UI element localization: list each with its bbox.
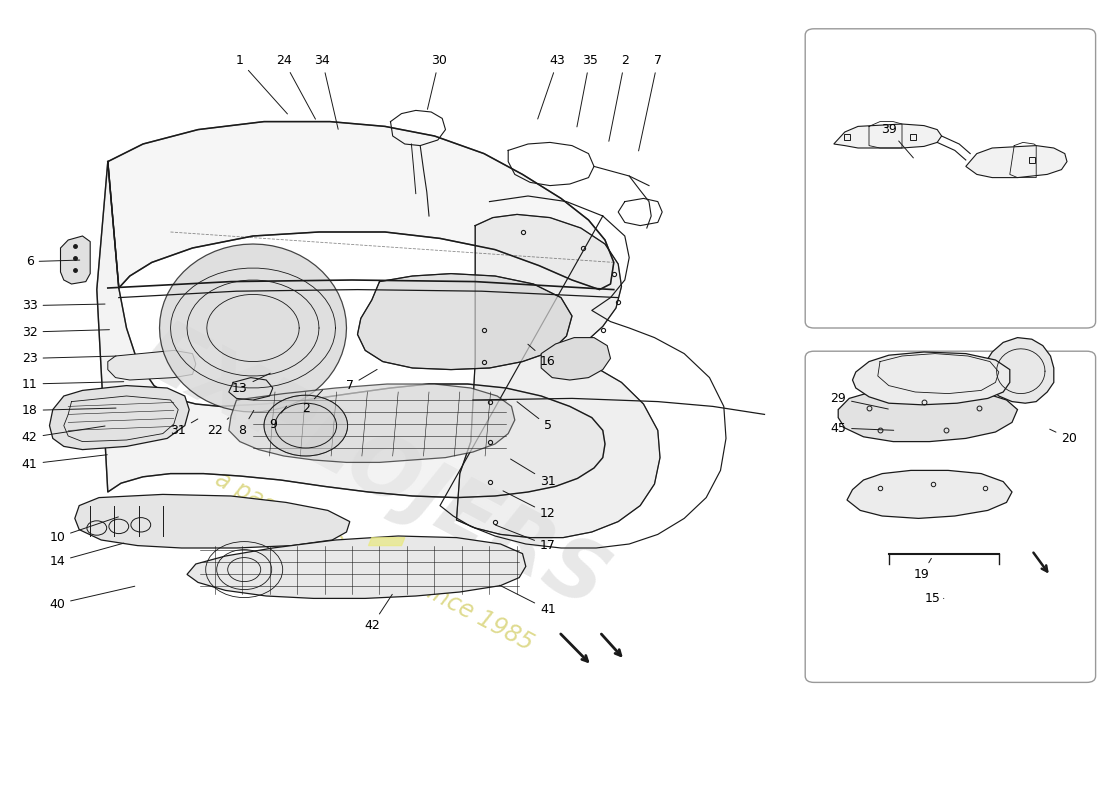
Polygon shape	[834, 124, 942, 148]
Text: 11: 11	[22, 378, 123, 390]
Text: 31: 31	[170, 419, 198, 437]
Text: 41: 41	[499, 586, 556, 616]
Text: 31: 31	[510, 459, 556, 488]
Text: 1: 1	[235, 54, 287, 114]
Polygon shape	[108, 122, 614, 290]
Text: since 1985: since 1985	[930, 528, 1002, 576]
Polygon shape	[187, 536, 526, 598]
Polygon shape	[966, 146, 1067, 178]
Text: 14: 14	[50, 543, 124, 568]
Text: 17: 17	[495, 525, 556, 552]
Text: 5: 5	[517, 402, 552, 432]
Text: 13: 13	[232, 374, 271, 394]
Polygon shape	[358, 274, 572, 370]
Text: 18: 18	[22, 404, 115, 417]
FancyBboxPatch shape	[805, 351, 1096, 682]
Text: 30: 30	[428, 54, 447, 110]
Text: 12: 12	[503, 491, 556, 520]
Polygon shape	[984, 338, 1054, 403]
Text: 9: 9	[268, 406, 286, 430]
Polygon shape	[541, 338, 611, 380]
Text: 22: 22	[207, 418, 229, 437]
Polygon shape	[75, 494, 350, 548]
Text: 32: 32	[22, 326, 109, 338]
Polygon shape	[368, 538, 405, 546]
Polygon shape	[847, 470, 1012, 518]
Text: 39: 39	[881, 123, 913, 158]
Polygon shape	[108, 350, 196, 380]
Text: 20: 20	[1049, 429, 1077, 445]
Text: 42: 42	[22, 426, 106, 444]
Text: 40: 40	[50, 586, 135, 610]
Text: 33: 33	[22, 299, 104, 312]
Text: 2: 2	[608, 54, 629, 142]
Text: 16: 16	[528, 344, 556, 368]
Polygon shape	[160, 244, 346, 412]
Text: 6: 6	[25, 255, 79, 268]
Polygon shape	[97, 162, 605, 498]
Polygon shape	[229, 384, 515, 462]
Text: 15: 15	[925, 592, 944, 605]
Text: 7: 7	[345, 370, 377, 392]
Polygon shape	[50, 386, 189, 450]
Text: since 1985: since 1985	[918, 225, 1013, 287]
Text: 41: 41	[22, 454, 107, 470]
Polygon shape	[60, 236, 90, 284]
Text: 10: 10	[50, 517, 119, 544]
Text: EXPLOJERS: EXPLOJERS	[876, 457, 1056, 570]
Text: 7: 7	[639, 54, 662, 151]
Text: 8: 8	[238, 410, 254, 437]
Text: 45: 45	[830, 422, 893, 434]
FancyBboxPatch shape	[805, 29, 1096, 328]
Text: 19: 19	[914, 558, 932, 581]
Text: EXPLOJERS: EXPLOJERS	[128, 311, 620, 625]
Text: 24: 24	[276, 54, 316, 119]
Text: 35: 35	[576, 54, 597, 127]
Polygon shape	[838, 388, 1018, 442]
Polygon shape	[852, 352, 1010, 405]
Text: 43: 43	[538, 54, 565, 119]
Text: 34: 34	[315, 54, 338, 130]
Text: 23: 23	[22, 352, 115, 365]
Text: 42: 42	[364, 594, 393, 632]
Text: EXPLOJERS: EXPLOJERS	[843, 122, 1089, 281]
Text: a passion for parts since 1985: a passion for parts since 1985	[211, 467, 537, 656]
Text: 2: 2	[301, 390, 322, 414]
Polygon shape	[264, 395, 348, 456]
Polygon shape	[456, 214, 660, 538]
Text: 29: 29	[830, 392, 889, 409]
